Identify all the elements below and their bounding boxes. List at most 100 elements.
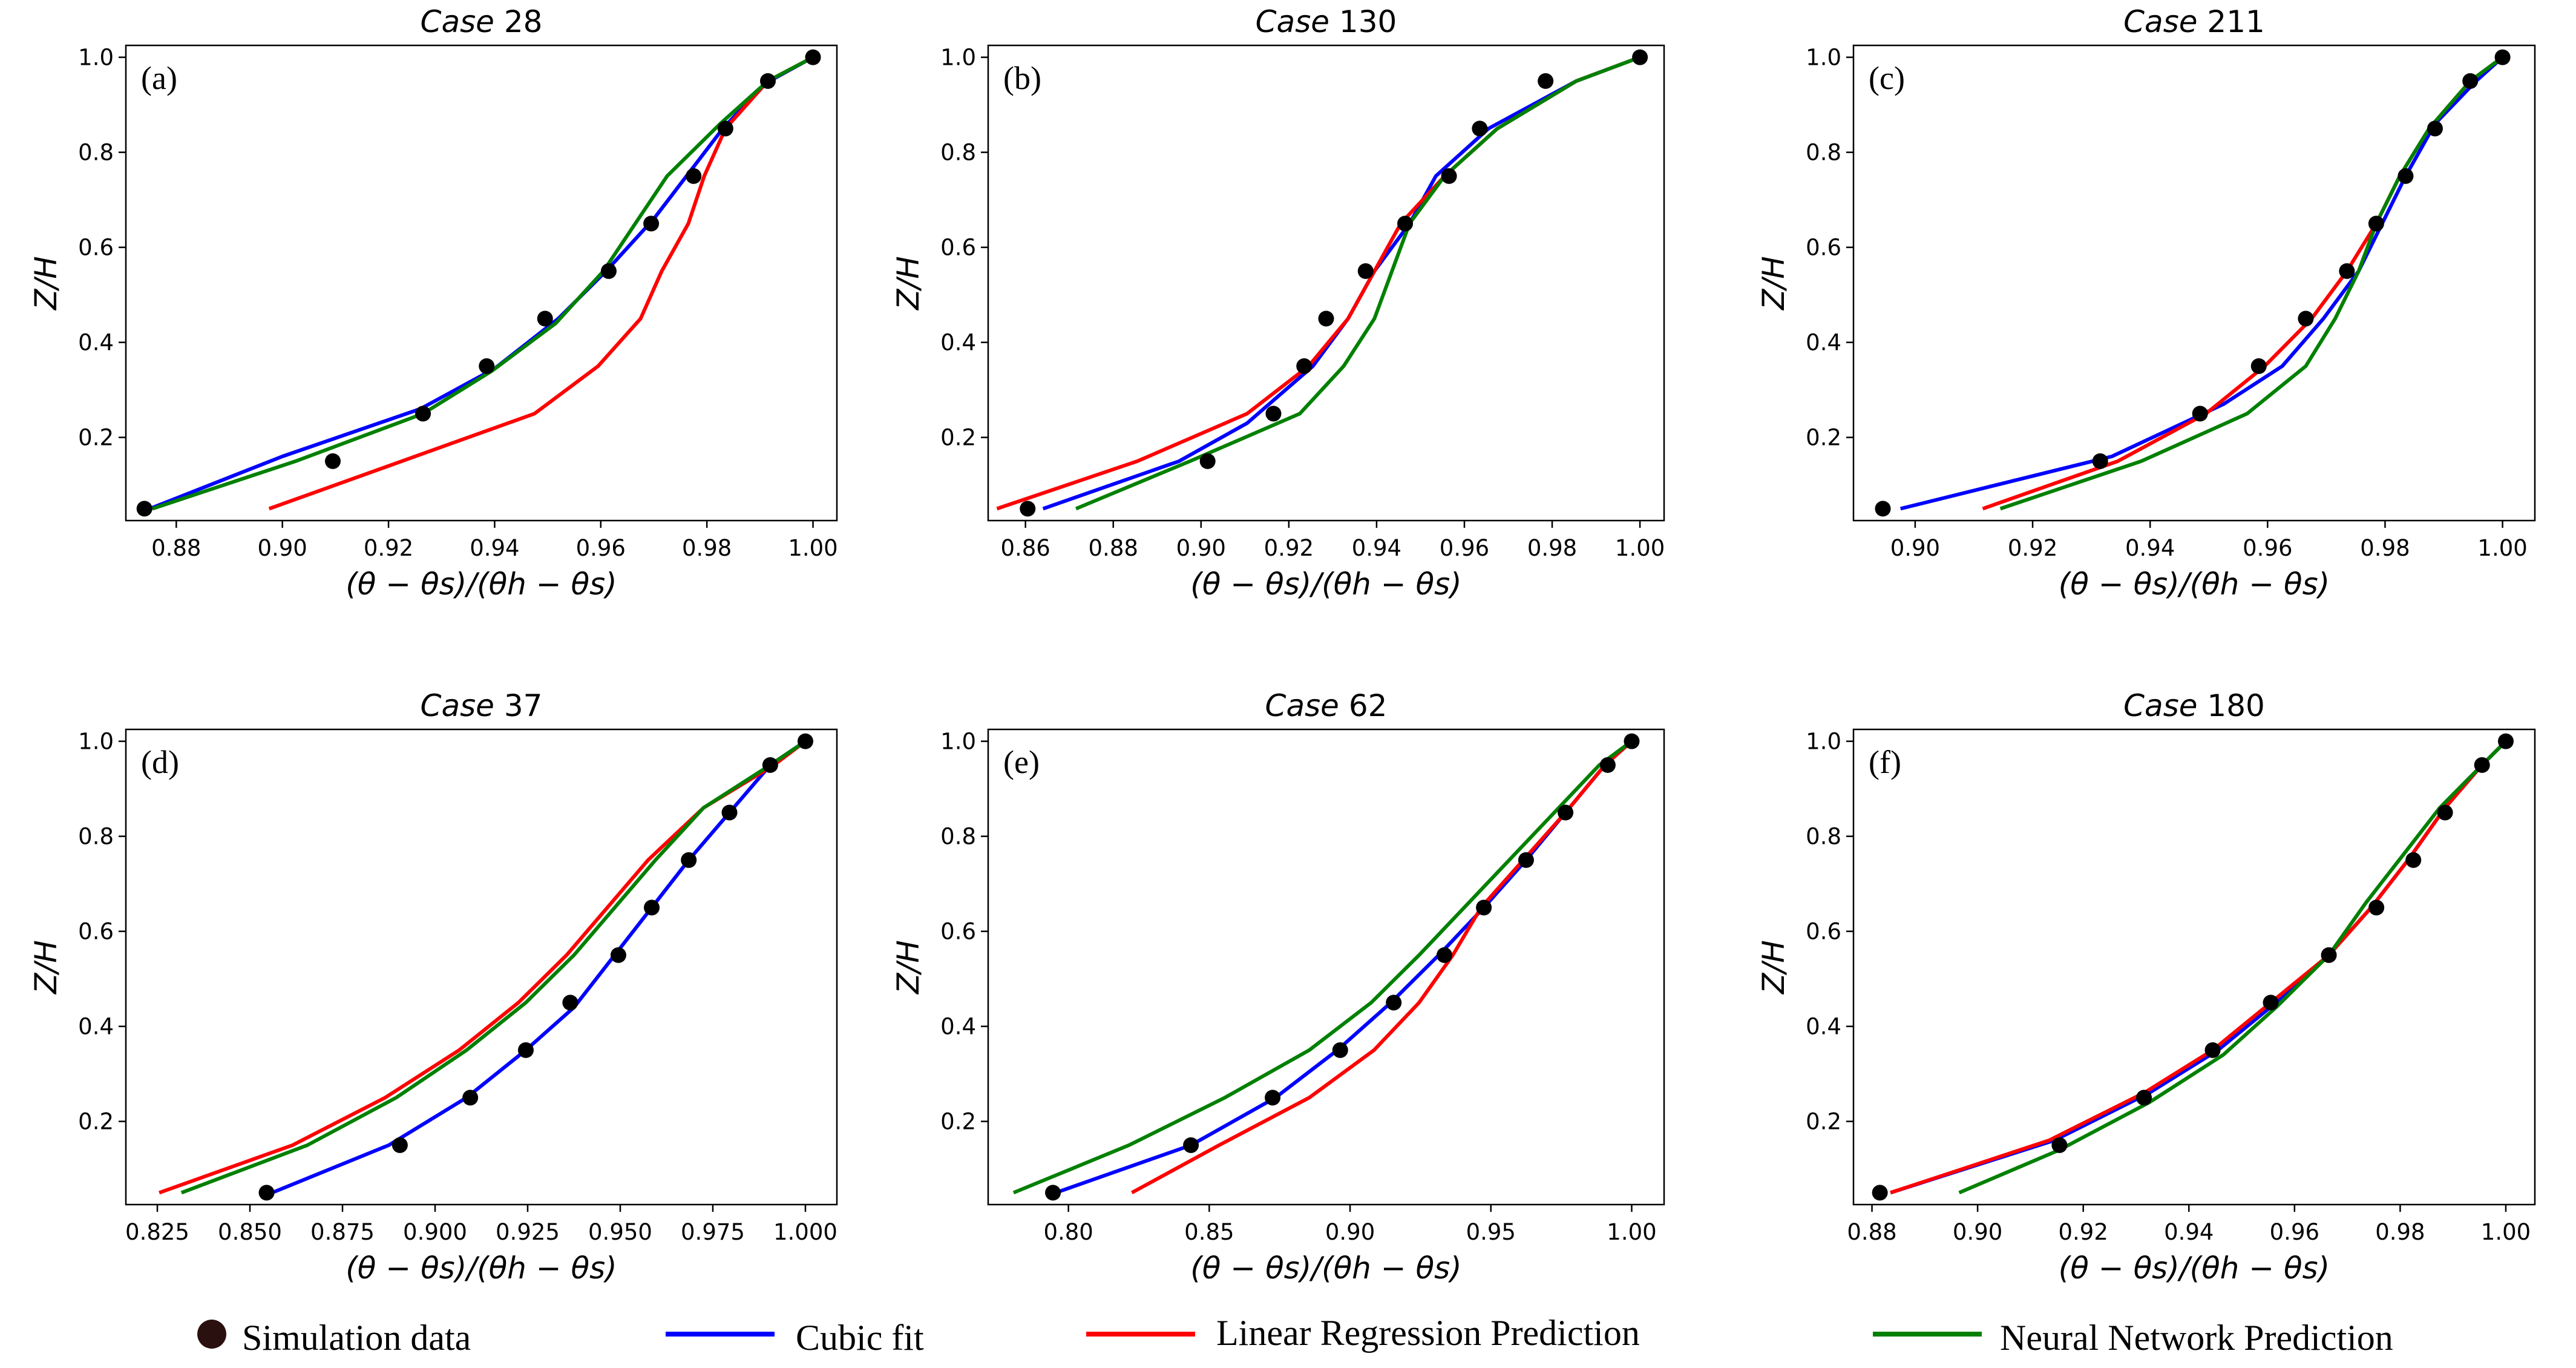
legend: Simulation data Cubic fit Linear Regress… <box>197 1313 2393 1358</box>
x-axis-label: (θ − θs)/(θh − θs) <box>2059 567 2330 602</box>
series-neural-line <box>151 55 814 511</box>
title-number: 62 <box>1339 688 1388 723</box>
title-number: 28 <box>494 4 543 39</box>
simulation-point <box>1199 453 1216 469</box>
title-italic: Case <box>421 688 494 723</box>
x-tick-label: 0.875 <box>310 1219 375 1245</box>
title-italic: Case <box>2123 688 2197 723</box>
panel-4: Case 37 0.825 0.850 0.875 0.900 0.925 0.950 0.9… <box>28 688 838 1286</box>
plot-frame <box>1852 44 2536 522</box>
x-axis-label: (θ − θs)/(θh − θs) <box>346 567 617 602</box>
y-tick-label: 1.0 <box>940 729 976 755</box>
x-tick-label: 0.92 <box>364 535 413 561</box>
simulation-point <box>1624 733 1640 749</box>
simulation-point <box>610 947 626 963</box>
y-tick-label: 0.6 <box>1806 235 1841 261</box>
simulation-point <box>2474 757 2490 773</box>
simulation-point <box>1397 215 1414 232</box>
x-tick-label: 1.00 <box>2481 1219 2531 1245</box>
plot-frame <box>125 44 838 522</box>
simulation-point <box>805 49 821 65</box>
y-axis-label: Z/H <box>28 256 64 311</box>
y-tick-label: 0.6 <box>1806 919 1841 945</box>
chart-title: Case 28 <box>421 4 543 39</box>
chart-title: Case 211 <box>2123 4 2265 39</box>
x-tick-label: 0.975 <box>681 1219 745 1245</box>
legend-simulation-label: Simulation data <box>242 1318 471 1358</box>
panels: Case 28 0.88 0.90 0.92 0.94 0.96 0.98 1.00 0.2 0.… <box>28 4 2536 1286</box>
x-tick-label: 0.88 <box>1847 1219 1896 1245</box>
legend-neural-label: Neural Network Prediction <box>2000 1318 2393 1358</box>
title-number: 37 <box>494 688 543 723</box>
x-tick-label: 0.92 <box>1264 535 1314 561</box>
simulation-point <box>462 1090 479 1106</box>
panel-label: (e) <box>1003 744 1040 780</box>
y-tick-label: 0.6 <box>78 235 114 261</box>
x-tick-label: 0.825 <box>125 1219 189 1245</box>
simulation-point <box>1296 358 1313 374</box>
simulation-point <box>1875 501 1891 517</box>
y-tick-label: 0.2 <box>1806 1109 1841 1135</box>
simulation-point <box>2250 358 2267 374</box>
x-tick-label: 0.90 <box>1953 1219 2002 1245</box>
simulation-point <box>1476 899 1492 916</box>
simulation-point <box>562 995 578 1011</box>
y-axis-label: Z/H <box>1756 940 1791 995</box>
simulation-point <box>1265 406 1282 422</box>
x-tick-label: 0.92 <box>2008 535 2057 561</box>
simulation-point <box>415 406 431 422</box>
simulation-point <box>2497 733 2514 749</box>
x-tick-label: 1.00 <box>1615 535 1665 561</box>
simulation-point <box>1872 1185 1888 1201</box>
legend-simulation-marker <box>197 1320 226 1349</box>
x-tick-label: 0.94 <box>2125 535 2175 561</box>
chart-title: Case 180 <box>2123 688 2265 723</box>
x-tick-label: 0.98 <box>1527 535 1577 561</box>
x-tick-label: 0.950 <box>588 1219 652 1245</box>
simulation-point <box>2051 1137 2068 1153</box>
x-tick-label: 0.88 <box>151 535 201 561</box>
x-tick-label: 0.86 <box>1000 535 1050 561</box>
x-tick-label: 0.98 <box>2360 535 2410 561</box>
y-tick-label: 0.4 <box>78 330 114 356</box>
simulation-point <box>2368 899 2385 916</box>
title-number: 130 <box>1329 4 1397 39</box>
x-tick-label: 0.850 <box>218 1219 282 1245</box>
simulation-point <box>2427 120 2443 137</box>
y-axis-label: Z/H <box>891 940 926 995</box>
y-tick-label: 0.8 <box>1806 140 1841 166</box>
simulation-point <box>2494 49 2511 65</box>
simulation-point <box>1538 73 1554 89</box>
y-tick-label: 0.6 <box>78 919 114 945</box>
panel-label: (b) <box>1003 60 1041 96</box>
simulation-point <box>1632 49 1648 65</box>
simulation-point <box>762 757 778 773</box>
x-tick-label: 0.90 <box>1176 535 1226 561</box>
simulation-point <box>517 1042 534 1058</box>
simulation-point <box>537 311 553 327</box>
y-axis-label: Z/H <box>891 256 926 311</box>
simulation-point <box>2397 168 2414 184</box>
title-number: 180 <box>2198 688 2265 723</box>
simulation-point <box>2462 73 2479 89</box>
y-tick-label: 0.4 <box>78 1014 114 1040</box>
simulation-point <box>717 120 733 137</box>
x-tick-label: 0.94 <box>470 535 519 561</box>
y-tick-label: 0.4 <box>1806 330 1841 356</box>
x-tick-label: 0.900 <box>403 1219 467 1245</box>
x-tick-label: 1.00 <box>788 535 837 561</box>
x-tick-label: 0.92 <box>2059 1219 2108 1245</box>
chart-title: Case 37 <box>421 688 543 723</box>
x-tick-label: 1.00 <box>2477 535 2527 561</box>
series-linear-line <box>268 55 814 511</box>
simulation-point <box>721 804 738 821</box>
x-axis-label: (θ − θs)/(θh − θs) <box>2059 1251 2330 1286</box>
simulation-point <box>2263 995 2279 1011</box>
simulation-point <box>1441 168 1457 184</box>
simulation-point <box>1436 947 1452 963</box>
title-italic: Case <box>2123 4 2197 39</box>
simulation-point <box>643 215 660 232</box>
y-tick-label: 0.4 <box>1806 1014 1841 1040</box>
simulation-point <box>392 1137 408 1153</box>
